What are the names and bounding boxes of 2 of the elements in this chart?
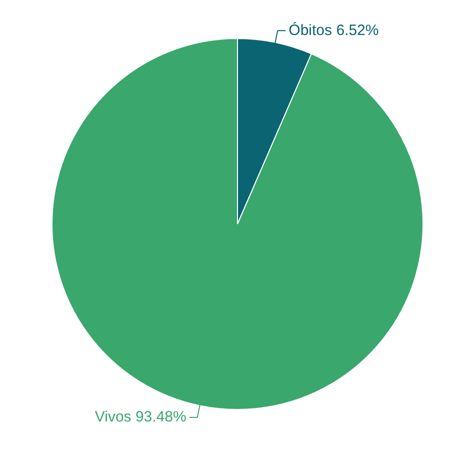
- slice-label: Vivos 93.48%: [94, 408, 186, 426]
- slice-label: Óbitos 6.52%: [288, 20, 379, 39]
